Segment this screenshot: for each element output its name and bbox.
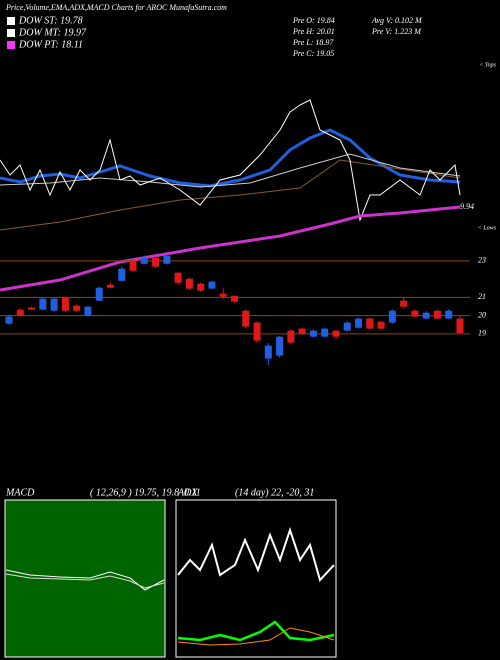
adx-value: 0.11 [184, 487, 201, 498]
chart-title: Price,Volume,EMA,ADX,MACD Charts for ARO… [5, 3, 227, 12]
y-tick-label: 21 [478, 292, 486, 301]
candle-body [129, 260, 137, 271]
tops-label: < Tops [479, 62, 496, 68]
candle-body [309, 330, 317, 337]
candle-body [197, 283, 205, 291]
signal-line [5, 573, 165, 589]
stat: Pre V: 1.223 M [371, 27, 422, 36]
candle-body [152, 257, 160, 267]
candle-body [253, 322, 261, 341]
candle-body [61, 297, 69, 311]
candle-body [73, 305, 81, 311]
stat: Pre H: 20.01 [292, 27, 335, 36]
candle-body [106, 284, 114, 288]
adx-params: (14 day) 22, -20, 31 [235, 487, 314, 498]
candle-body [95, 287, 103, 301]
candle-body [163, 255, 171, 264]
y-tick-label: 20 [478, 310, 486, 319]
candle-body [140, 257, 148, 264]
candle-body [185, 278, 193, 289]
stat: Avg V: 0.102 M [371, 16, 423, 25]
y-tick-label: 23 [478, 256, 486, 265]
legend-label: DOW PT: 18.11 [18, 39, 83, 50]
candle-body [433, 310, 441, 319]
candle-body [16, 309, 24, 316]
candle-body [355, 318, 363, 328]
candle-body [456, 318, 464, 333]
long-ema [0, 205, 461, 292]
legend-swatch [7, 29, 15, 37]
candle-body [343, 322, 351, 331]
legend-label: DOW ST: 19.78 [18, 15, 83, 26]
macd-label: MACD [5, 487, 35, 498]
candle-body [208, 281, 216, 289]
ema-line [0, 128, 461, 188]
candle-body [84, 306, 92, 316]
legend-swatch [7, 17, 15, 25]
candle-body [231, 295, 238, 302]
candle-body [366, 318, 374, 329]
adx-line [177, 526, 335, 582]
candle-body [50, 298, 58, 311]
candle-body [445, 310, 453, 319]
candle-body [276, 336, 284, 356]
candle-body [242, 310, 250, 327]
stat: Pre C: 19.05 [292, 49, 334, 58]
candle-body [5, 316, 13, 324]
candle-body [400, 300, 408, 307]
macd-panel [4, 499, 166, 658]
legend-label: DOW MT: 19.97 [18, 27, 87, 38]
candle-body [298, 328, 306, 334]
stat: Pre L: 18.97 [292, 38, 334, 47]
candle-body [118, 268, 126, 281]
candle-body [332, 330, 340, 337]
candle-body [39, 298, 47, 310]
candle-body [174, 272, 182, 283]
candle-body [411, 310, 419, 317]
ema-line [0, 159, 461, 231]
macd-params: ( 12,26,9 ) 19.75, 19.8 [90, 487, 179, 498]
price-line [0, 99, 461, 222]
candle-body [219, 293, 227, 297]
candle-body [388, 310, 396, 323]
candle-body [28, 307, 36, 310]
stats: Pre O: 19.84 Pre H: 20.01 Pre L: 18.97 Pre … [292, 16, 423, 58]
candle-body [264, 345, 272, 359]
lows-label: < Lows [478, 225, 497, 231]
candle-body [377, 321, 385, 329]
candle-body [422, 312, 430, 319]
candle-body [287, 330, 295, 343]
indicator-value: 9.94 [460, 202, 474, 211]
adx-panel [175, 499, 337, 658]
stat: Pre O: 19.84 [292, 16, 335, 25]
legend-swatch [7, 41, 15, 49]
y-tick-label: 19 [478, 329, 486, 338]
adx-label: ADX [177, 487, 198, 498]
candle-body [321, 328, 329, 337]
di-minus [177, 627, 335, 646]
macd-line [5, 569, 165, 591]
di-plus [177, 620, 335, 642]
